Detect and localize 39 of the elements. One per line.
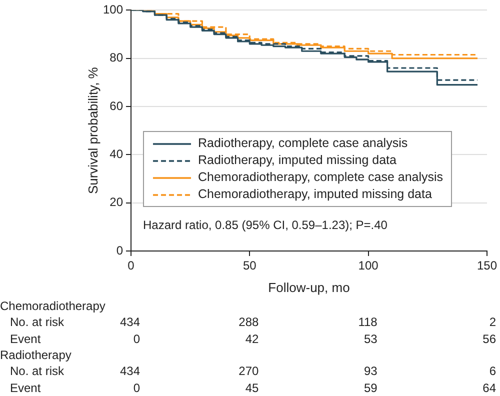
y-tick-label: 60 [110, 98, 124, 113]
text: 53 [364, 332, 378, 346]
text: No. at risk [10, 364, 64, 378]
legend-label: Chemoradiotherapy, imputed missing data [198, 186, 432, 204]
text: 0 [133, 332, 140, 346]
text: 45 [245, 380, 259, 394]
text: 93 [364, 364, 378, 378]
text: 270 [238, 364, 259, 378]
x-tick-label: 0 [128, 258, 135, 273]
text: 56 [482, 332, 496, 346]
x-tick-label: 100 [358, 258, 379, 273]
text: No. at risk [10, 315, 64, 330]
text: Event [10, 380, 41, 394]
text: 64 [482, 380, 496, 394]
annotation: Hazard ratio, 0.85 (95% CI, 0.59–1.23); P=.40 [143, 218, 388, 232]
text: 42 [245, 332, 259, 346]
y-tick-label: 20 [110, 195, 124, 210]
text: 434 [120, 364, 140, 378]
legend-label: Radiotherapy, complete case analysis [198, 135, 408, 152]
y-tick-label: 0 [116, 243, 124, 258]
y-tick-label: 40 [110, 146, 124, 161]
y-axis-title: Survival probability, % [85, 66, 100, 194]
y-tick-label: 80 [110, 50, 124, 65]
text: 2 [489, 315, 496, 330]
text: Event [10, 332, 41, 346]
x-tick-label: 150 [476, 258, 498, 273]
y-tick-label: 100 [102, 2, 124, 17]
legend-label: Radiotherapy, imputed missing data [198, 152, 396, 170]
text: 434 [120, 315, 140, 330]
text: 6 [489, 364, 496, 378]
legend-label: Chemoradiotherapy, complete case analysis [198, 169, 444, 186]
text: 118 [358, 315, 378, 330]
text: 59 [364, 380, 378, 394]
text: 288 [238, 315, 259, 330]
x-axis-title: Follow-up, mo [268, 280, 350, 295]
text: Chemoradiotherapy [0, 299, 106, 313]
text: Radiotherapy [0, 348, 72, 362]
text: 0 [133, 380, 140, 394]
x-tick-label: 50 [242, 258, 257, 273]
